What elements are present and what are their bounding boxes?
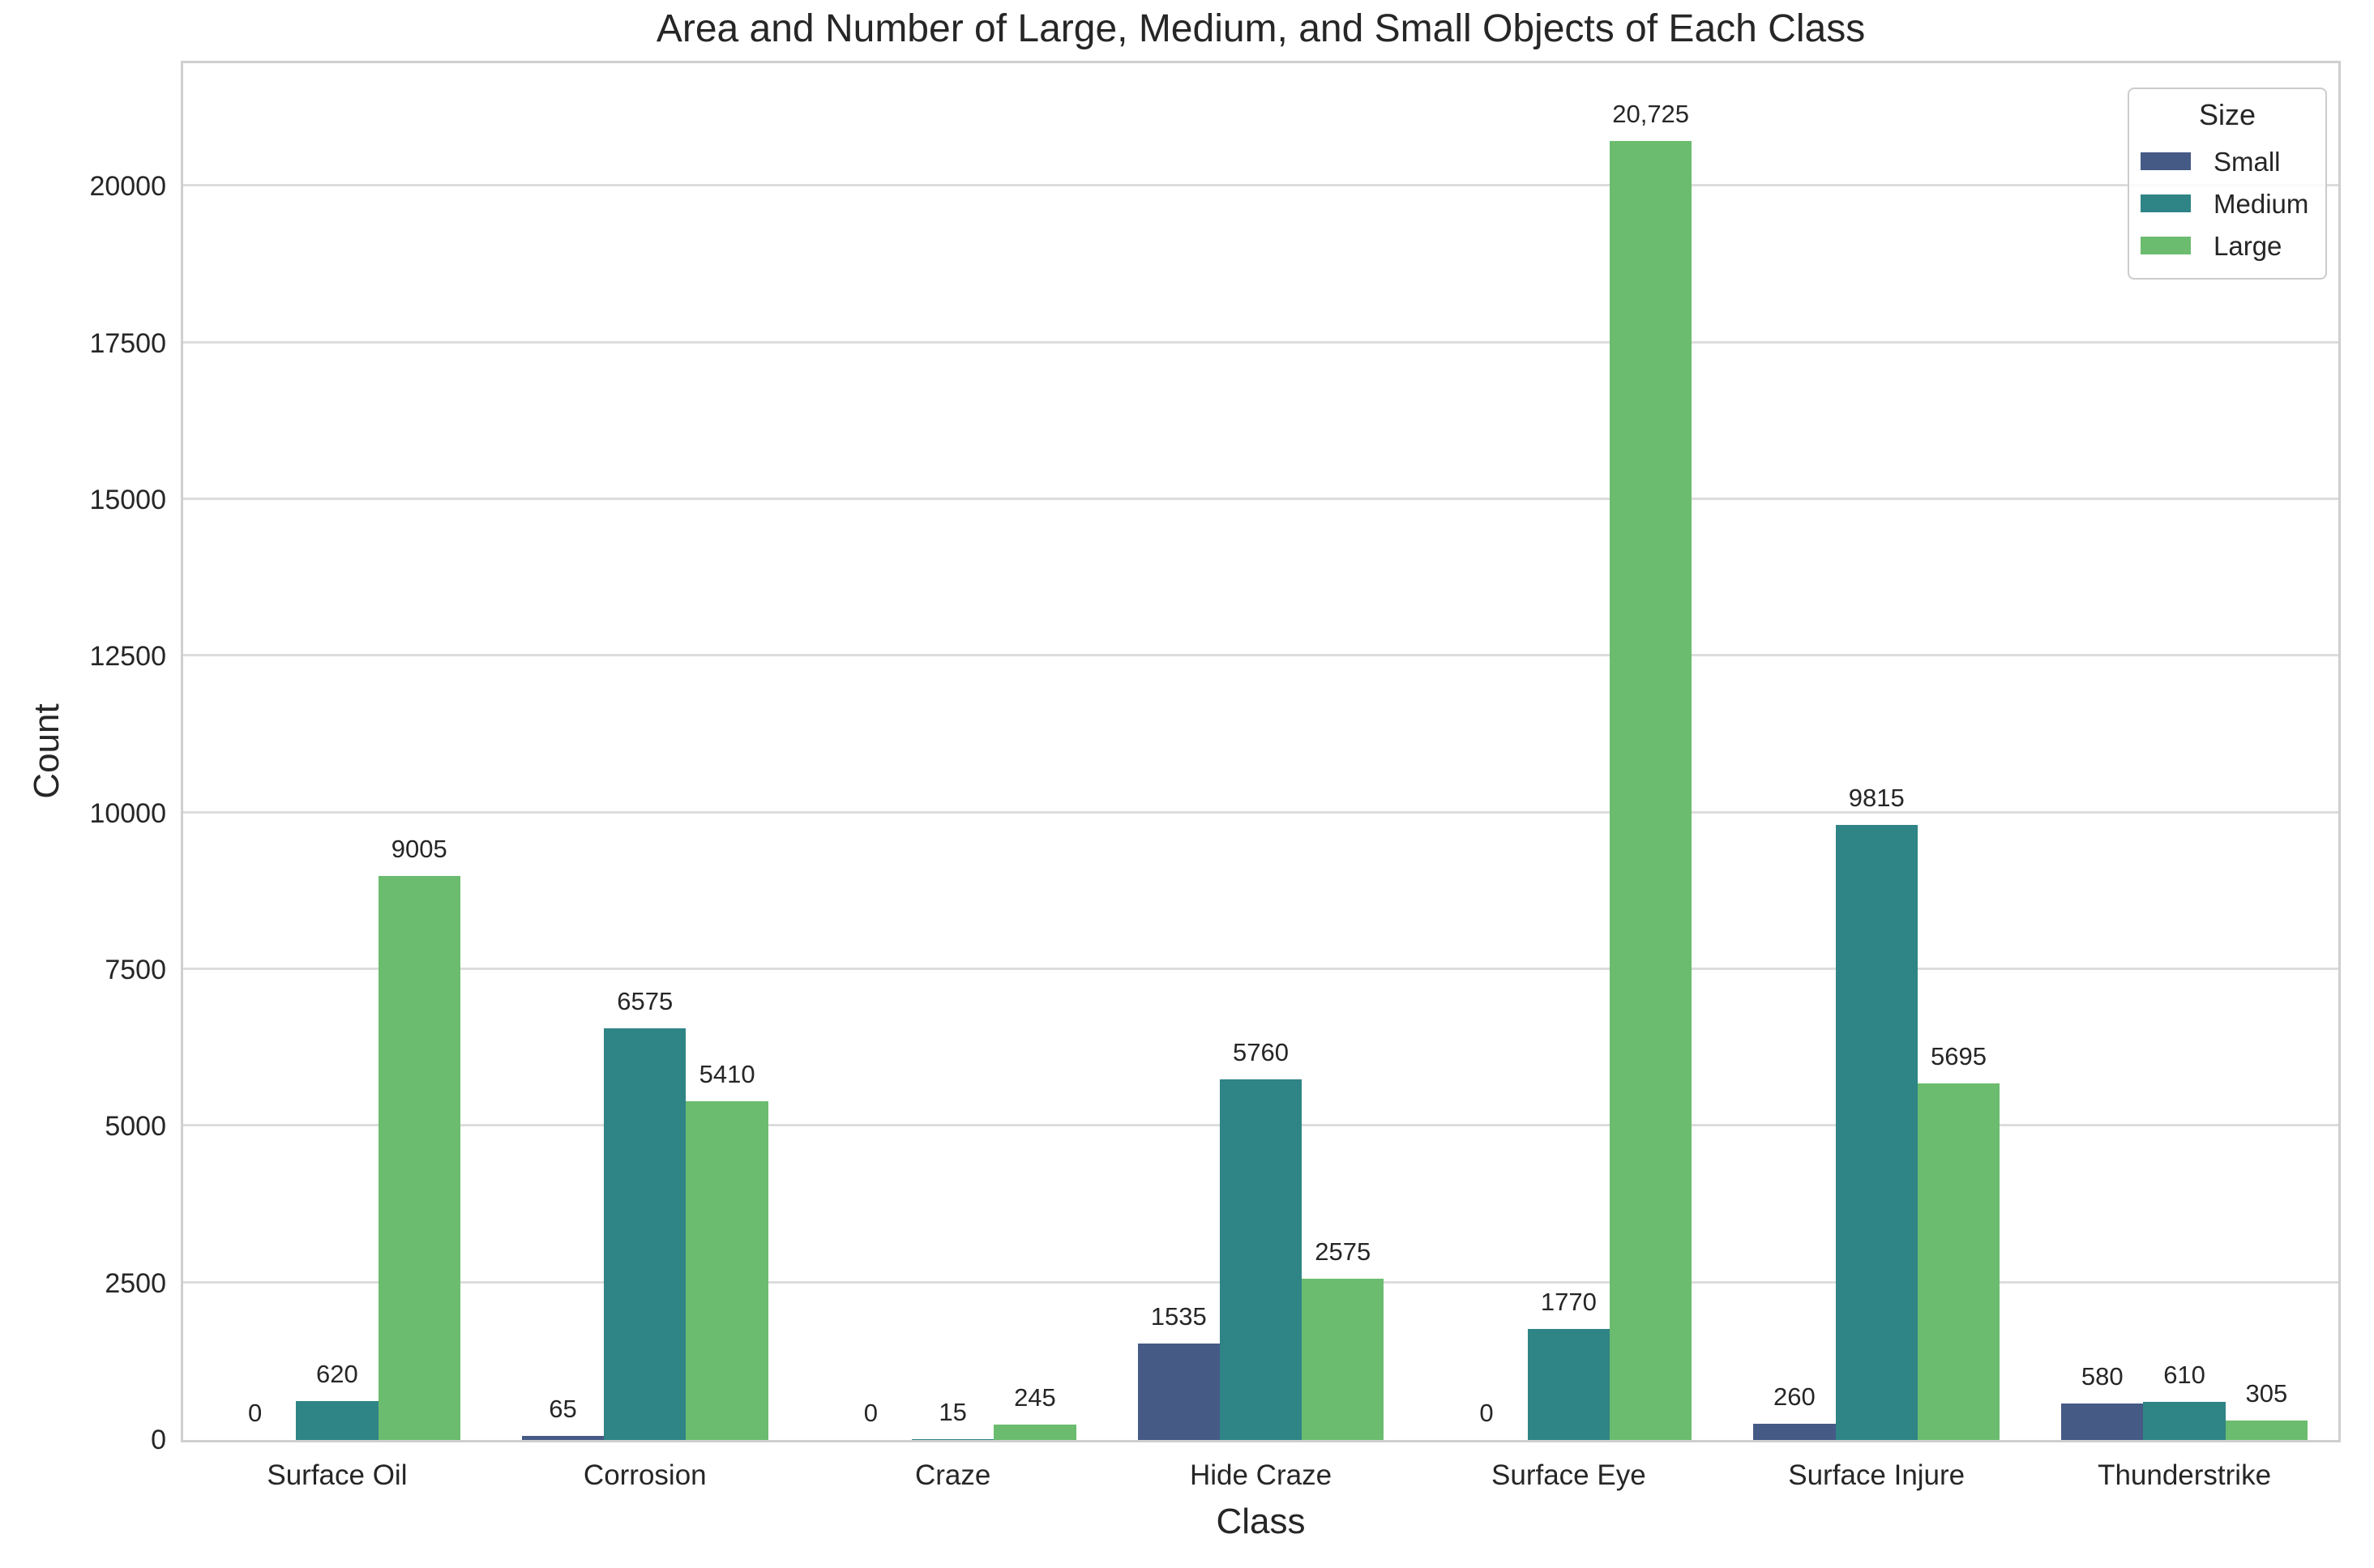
bar-medium-surface-eye [1527, 1329, 1610, 1440]
bar-large-thunderstrike [2225, 1421, 2308, 1440]
bar-value-label-small-hide-craze: 1535 [1150, 1302, 1207, 1331]
bar-small-corrosion [521, 1435, 605, 1440]
gridline-17500 [183, 340, 2338, 344]
gridline-10000 [183, 810, 2338, 814]
legend-item-medium: Medium [2129, 182, 2325, 224]
bar-value-label-large-surface-injure: 5695 [1931, 1041, 1987, 1070]
bar-medium-thunderstrike [2143, 1401, 2226, 1440]
bar-medium-surface-oil [296, 1401, 379, 1440]
bar-value-label-small-surface-eye: 0 [1479, 1399, 1494, 1427]
bar-value-label-small-surface-oil: 0 [248, 1399, 263, 1427]
bar-medium-corrosion [604, 1028, 687, 1440]
x-tick-label-surface-injure: Surface Injure [1788, 1459, 1966, 1491]
legend-swatch-small [2141, 152, 2191, 171]
legend-swatch-large [2141, 237, 2191, 255]
legend: Size Small Medium Large [2128, 88, 2327, 280]
legend-title: Size [2198, 98, 2256, 131]
plot-area: Size Small Medium Large 0 2500 5000 7500 10000… [89, 61, 2341, 1489]
y-tick-label-2500: 2500 [105, 1267, 166, 1299]
bar-value-label-medium-surface-oil: 620 [316, 1360, 358, 1389]
bar-value-label-medium-corrosion: 6575 [617, 986, 674, 1015]
bar-small-surface-injure [1753, 1423, 1836, 1440]
bar-large-surface-injure [1917, 1083, 2000, 1440]
bar-large-surface-oil [378, 875, 460, 1440]
y-tick-label-17500: 17500 [89, 327, 166, 359]
y-tick-label-10000: 10000 [89, 797, 166, 829]
x-axis-label: Class [1216, 1502, 1306, 1541]
bar-value-label-medium-hide-craze: 5760 [1233, 1037, 1289, 1066]
legend-item-small: Small [2129, 140, 2325, 182]
bar-medium-surface-injure [1835, 824, 1918, 1440]
bar-value-label-small-craze: 0 [863, 1399, 878, 1427]
bar-medium-hide-craze [1219, 1079, 1302, 1440]
legend-items: Small Medium Large [2129, 140, 2325, 267]
y-tick-label-7500: 7500 [105, 955, 166, 986]
legend-swatch-medium [2141, 194, 2191, 213]
bar-large-hide-craze [1302, 1278, 1384, 1440]
gridline-15000 [183, 498, 2338, 501]
bar-value-label-large-surface-eye: 20,725 [1612, 100, 1690, 129]
bar-value-label-medium-surface-injure: 9815 [1848, 783, 1905, 812]
legend-label-medium: Medium [2214, 188, 2309, 219]
x-tick-label-thunderstrike: Thunderstrike [2098, 1459, 2272, 1491]
y-tick-label-15000: 15000 [89, 485, 166, 516]
bar-value-label-large-surface-oil: 9005 [391, 834, 447, 863]
x-tick-label-surface-oil: Surface Oil [267, 1459, 408, 1491]
y-tick-label-20000: 20000 [89, 171, 166, 203]
bar-value-label-medium-thunderstrike: 610 [2163, 1360, 2205, 1389]
bar-value-label-small-corrosion: 65 [549, 1394, 577, 1423]
legend-label-large: Large [2214, 230, 2282, 261]
bar-value-label-large-craze: 245 [1014, 1383, 1056, 1412]
bar-value-label-medium-surface-eye: 1770 [1540, 1288, 1597, 1317]
bar-value-label-large-corrosion: 5410 [699, 1059, 755, 1088]
gridline-7500 [183, 968, 2338, 971]
bar-large-surface-eye [1610, 141, 1692, 1440]
x-tick-label-hide-craze: Hide Craze [1189, 1459, 1332, 1491]
y-tick-label-0: 0 [151, 1425, 166, 1455]
gridline-20000 [183, 184, 2338, 187]
x-tick-label-craze: Craze [914, 1459, 991, 1491]
bar-medium-craze [911, 1438, 995, 1440]
bar-large-corrosion [686, 1100, 768, 1440]
bar-value-label-small-thunderstrike: 580 [2081, 1362, 2124, 1391]
legend-item-large: Large [2129, 224, 2325, 267]
x-tick-label-corrosion: Corrosion [583, 1459, 707, 1491]
bar-value-label-large-hide-craze: 2575 [1315, 1237, 1371, 1266]
bar-small-hide-craze [1137, 1344, 1220, 1440]
y-tick-label-5000: 5000 [105, 1111, 166, 1143]
gridline-12500 [183, 654, 2338, 657]
x-tick-label-surface-eye: Surface Eye [1491, 1459, 1646, 1491]
bar-value-label-large-thunderstrike: 305 [2245, 1379, 2288, 1408]
y-axis-label: Count [27, 703, 66, 799]
bar-value-label-small-surface-injure: 260 [1773, 1382, 1816, 1411]
chart-title: Area and Number of Large, Medium, and Sm… [656, 7, 1866, 50]
bar-value-label-medium-craze: 15 [939, 1397, 967, 1426]
y-tick-label-12500: 12500 [89, 641, 166, 673]
bar-small-thunderstrike [2061, 1404, 2144, 1440]
legend-label-small: Small [2214, 146, 2281, 177]
bar-large-craze [994, 1425, 1076, 1440]
